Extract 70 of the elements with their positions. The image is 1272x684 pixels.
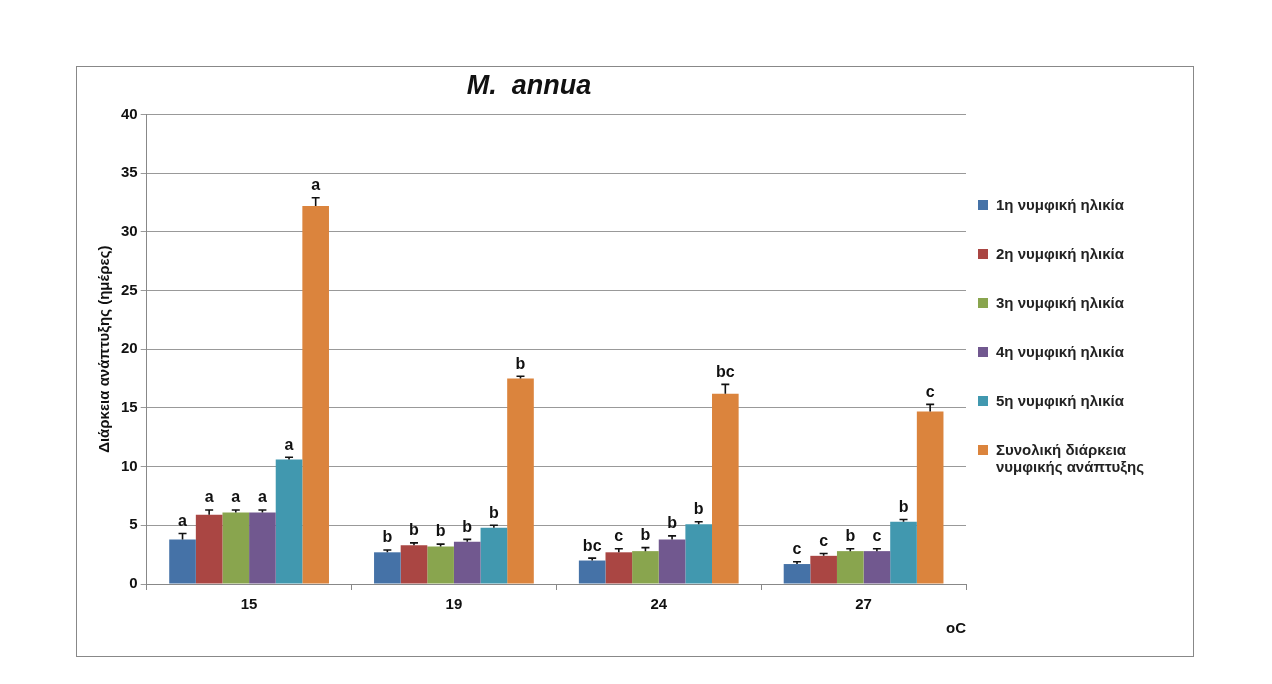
- x-tick-label: 24: [650, 595, 668, 613]
- bar: [863, 551, 891, 584]
- y-tick-label: 15: [121, 398, 138, 416]
- bar: [916, 411, 944, 584]
- data-label: b: [693, 500, 704, 518]
- y-tick-label: 40: [121, 104, 138, 122]
- y-tick-label: 5: [129, 515, 138, 533]
- data-label: b: [898, 497, 909, 515]
- data-label: b: [462, 517, 473, 535]
- bar: [275, 459, 303, 584]
- bar: [374, 552, 401, 584]
- bar: [249, 512, 276, 584]
- legend-label: 2η νυμφική ηλικία: [996, 245, 1124, 262]
- x-tick-label: 27: [855, 595, 872, 613]
- bar: [169, 539, 196, 584]
- y-tick-label: 20: [121, 339, 138, 357]
- bar: [632, 551, 659, 584]
- data-label: a: [257, 488, 267, 506]
- data-label: b: [488, 503, 499, 521]
- bar: [195, 514, 223, 584]
- bar: [658, 539, 686, 584]
- legend-label: 3η νυμφική ηλικία: [996, 294, 1124, 311]
- data-label: b: [515, 354, 526, 372]
- data-label: a: [178, 511, 188, 529]
- x-axis-title: oC: [946, 619, 967, 637]
- data-label: c: [925, 382, 935, 400]
- data-label: c: [792, 540, 802, 558]
- y-axis-title: Διάρκεια ανάπτυξης (ημέρες): [95, 245, 113, 453]
- data-label: a: [231, 488, 241, 506]
- y-tick-label: 35: [121, 163, 138, 181]
- bar: [712, 393, 739, 584]
- data-label: c: [819, 531, 829, 549]
- data-label: a: [284, 435, 294, 453]
- data-label: c: [872, 527, 882, 545]
- data-label: bc: [715, 362, 735, 380]
- y-tick-label: 30: [121, 221, 138, 239]
- x-tick-label: 15: [240, 595, 258, 613]
- bar: [400, 545, 428, 584]
- bar: [605, 552, 633, 584]
- data-label: a: [311, 176, 321, 194]
- y-tick-label: 0: [129, 574, 138, 592]
- bar: [302, 205, 329, 584]
- legend-label: 5η νυμφική ηλικία: [996, 392, 1124, 409]
- data-label: b: [382, 528, 393, 546]
- data-label: c: [614, 527, 624, 545]
- data-label: b: [667, 514, 678, 532]
- bar: [507, 378, 534, 584]
- data-label: b: [640, 526, 651, 544]
- bar: [685, 524, 713, 584]
- data-label: bc: [582, 536, 602, 554]
- bar: [578, 560, 606, 584]
- legend-label: Συνολική διάρκεια νυμφικής ανάπτυξης: [996, 441, 1145, 475]
- data-label: a: [204, 488, 214, 506]
- x-tick-label: 19: [445, 595, 463, 613]
- y-tick-label: 25: [121, 280, 138, 298]
- data-label: b: [435, 522, 446, 540]
- bar: [222, 512, 250, 584]
- y-tick-label: 10: [121, 456, 138, 474]
- bar: [890, 521, 917, 584]
- bar: [480, 527, 508, 584]
- chart-title: M. annua: [466, 69, 592, 100]
- bar: [427, 546, 454, 584]
- data-label: b: [845, 527, 856, 545]
- bar: [783, 564, 811, 584]
- bar: [810, 555, 837, 584]
- bar: [836, 551, 864, 584]
- bar: [453, 541, 481, 584]
- legend-label: 1η νυμφική ηλικία: [996, 196, 1124, 213]
- legend-label: 4η νυμφική ηλικία: [996, 343, 1124, 360]
- data-label: b: [409, 521, 420, 539]
